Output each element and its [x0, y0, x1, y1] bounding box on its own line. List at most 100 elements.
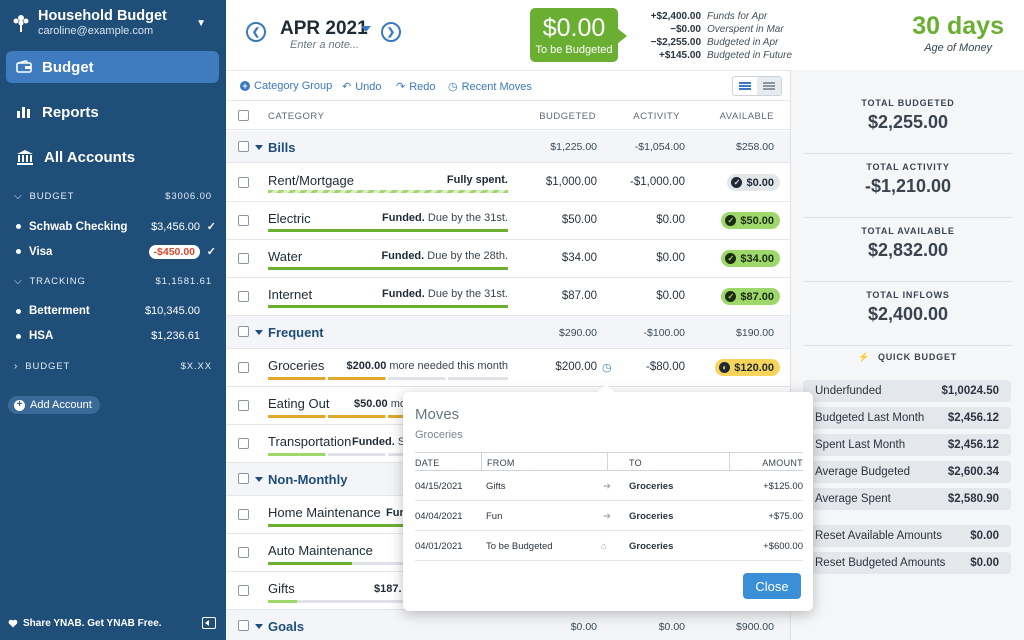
- row-checkbox[interactable]: [238, 585, 249, 596]
- nav-reports[interactable]: Reports: [6, 96, 219, 128]
- row-checkbox[interactable]: [238, 473, 249, 484]
- collapse-triangle-icon[interactable]: [255, 624, 263, 629]
- category-row[interactable]: Internet Funded. Due by the 31st. $87.00…: [226, 278, 790, 316]
- budget-switcher[interactable]: Household Budget caroline@example.com ▼: [12, 8, 216, 38]
- row-checkbox[interactable]: [238, 215, 249, 226]
- month-dropdown-icon[interactable]: [361, 26, 371, 32]
- share-link[interactable]: Share YNAB. Get YNAB Free.: [8, 618, 162, 629]
- month-title[interactable]: APR 2021: [280, 18, 368, 39]
- row-checkbox[interactable]: [238, 177, 249, 188]
- category-name: Home Maintenance: [268, 505, 381, 520]
- category-row[interactable]: Groceries $200.00 more needed this month…: [226, 349, 790, 387]
- budget-title: Household Budget: [38, 8, 167, 24]
- goal-progress-bar: [268, 267, 508, 270]
- row-checkbox[interactable]: [238, 326, 249, 337]
- total-activity: TOTAL ACTIVITY -$1,210.00: [803, 162, 1013, 218]
- next-month-button[interactable]: ❯: [381, 22, 401, 42]
- goal-status: Fun: [386, 507, 406, 519]
- available-pill[interactable]: ◐ $120.00: [715, 359, 780, 376]
- row-checkbox[interactable]: [238, 547, 249, 558]
- account-group-budget[interactable]: ⌵ BUDGET $3006.00: [14, 191, 212, 202]
- list-view-icon: [739, 82, 751, 90]
- move-amount: +$600.00: [763, 541, 803, 552]
- reset-budgeted-amounts[interactable]: Reset Budgeted Amounts $0.00: [803, 552, 1011, 574]
- previous-month-button[interactable]: ❮: [246, 22, 266, 42]
- row-checkbox[interactable]: [238, 509, 249, 520]
- quick-budget-average-spent[interactable]: Average Spent $2,580.90: [803, 488, 1011, 510]
- activity-value[interactable]: -$1,000.00: [630, 176, 685, 188]
- goal-progress-bar: [268, 524, 508, 527]
- nav-all-accounts[interactable]: All Accounts: [6, 141, 219, 173]
- quick-label: Average Spent: [815, 493, 891, 505]
- account-betterment[interactable]: Betterment $10,345.00: [16, 305, 216, 317]
- group-activity: -$1,054.00: [634, 141, 685, 153]
- quick-label: Underfunded: [815, 385, 882, 397]
- account-schwab-checking[interactable]: Schwab Checking $3,456.00 ✓: [16, 220, 216, 233]
- quick-budget-underfunded[interactable]: Underfunded $1,0024.50: [803, 380, 1011, 402]
- account-hsa[interactable]: HSA $1,236.61: [16, 330, 216, 342]
- available-pill[interactable]: ✓ $87.00: [721, 288, 780, 305]
- recent-moves-button[interactable]: ◷ Recent Moves: [448, 80, 532, 94]
- nav-budget[interactable]: Budget: [6, 51, 219, 83]
- category-group-row[interactable]: Bills $1,225.00 -$1,054.00 $258.00: [226, 131, 790, 163]
- expanded-view-button[interactable]: [733, 77, 757, 95]
- group-total: $1,1581.61: [155, 276, 212, 287]
- redo-button[interactable]: ↷ Redo: [396, 80, 436, 94]
- close-button[interactable]: Close: [743, 573, 801, 599]
- activity-value[interactable]: $0.00: [656, 290, 685, 302]
- to-be-budgeted[interactable]: $0.00 To be Budgeted: [530, 8, 627, 62]
- month-note-input[interactable]: Enter a note...: [290, 39, 360, 51]
- collapse-sidebar-icon[interactable]: [202, 617, 216, 629]
- select-all-checkbox[interactable]: [238, 110, 249, 121]
- check-circle-icon: ✓: [725, 253, 737, 264]
- collapse-triangle-icon[interactable]: [255, 145, 263, 150]
- activity-value[interactable]: $0.00: [656, 252, 685, 264]
- view-toggle[interactable]: [732, 76, 782, 96]
- account-visa[interactable]: Visa -$450.00 ✓: [16, 244, 216, 259]
- history-icon[interactable]: ◷: [602, 362, 612, 374]
- goal-status: Funded. Due by the 28th.: [381, 250, 508, 262]
- budgeted-value[interactable]: $200.00: [555, 361, 597, 373]
- undo-icon: ↶: [342, 81, 352, 93]
- category-group-row[interactable]: Frequent $290.00 -$100.00 $190.00: [226, 316, 790, 349]
- category-row[interactable]: Rent/Mortgage Fully spent. $1,000.00 -$1…: [226, 163, 790, 202]
- row-checkbox[interactable]: [238, 291, 249, 302]
- list-view-icon: [763, 82, 775, 90]
- available-pill[interactable]: ✓ $0.00: [727, 174, 780, 191]
- row-checkbox[interactable]: [238, 620, 249, 631]
- row-checkbox[interactable]: [238, 438, 249, 449]
- account-balance: $3,456.00: [151, 220, 200, 233]
- budgeted-value[interactable]: $34.00: [561, 252, 597, 264]
- quick-budget-spent-last-month[interactable]: Spent Last Month $2,456.12: [803, 434, 1011, 456]
- row-checkbox[interactable]: [238, 400, 249, 411]
- budgeted-value[interactable]: $50.00: [561, 214, 597, 226]
- budgeted-value[interactable]: $87.00: [561, 290, 597, 302]
- category-row[interactable]: Electric Funded. Due by the 31st. $50.00…: [226, 202, 790, 240]
- row-checkbox[interactable]: [238, 362, 249, 373]
- heart-icon: [8, 619, 18, 628]
- available-pill[interactable]: ✓ $34.00: [721, 250, 780, 267]
- activity-value[interactable]: -$80.00: [645, 361, 685, 373]
- goal-progress-bar: [268, 190, 508, 193]
- quick-budget-budgeted-last-month[interactable]: Budgeted Last Month $2,456.12: [803, 407, 1011, 429]
- category-name: Eating Out: [268, 396, 330, 411]
- category-group-row[interactable]: Goals $0.00 $0.00 $900.00: [226, 610, 790, 640]
- header-available: AVAILABLE: [719, 111, 774, 122]
- row-checkbox[interactable]: [238, 141, 249, 152]
- category-row[interactable]: Water Funded. Due by the 28th. $34.00 $0…: [226, 240, 790, 278]
- add-account-button[interactable]: + Add Account: [8, 396, 100, 414]
- available-pill[interactable]: ✓ $50.00: [721, 212, 780, 229]
- tree-logo-icon: [13, 15, 29, 32]
- budgeted-value[interactable]: $1,000.00: [545, 176, 597, 188]
- account-group-tracking[interactable]: ⌵ TRACKING $1,1581.61: [14, 276, 212, 287]
- activity-value[interactable]: $0.00: [656, 214, 685, 226]
- reset-available-amounts[interactable]: Reset Available Amounts $0.00: [803, 525, 1011, 547]
- undo-button[interactable]: ↶ Undo: [342, 80, 382, 94]
- add-category-group-button[interactable]: + Category Group: [240, 80, 332, 92]
- account-group-budget-closed[interactable]: › BUDGET $X.XX: [14, 361, 212, 372]
- compact-view-button[interactable]: [757, 77, 781, 95]
- row-checkbox[interactable]: [238, 253, 249, 264]
- collapse-triangle-icon[interactable]: [255, 477, 263, 482]
- collapse-triangle-icon[interactable]: [255, 330, 263, 335]
- quick-budget-average-budgeted[interactable]: Average Budgeted $2,600.34: [803, 461, 1011, 483]
